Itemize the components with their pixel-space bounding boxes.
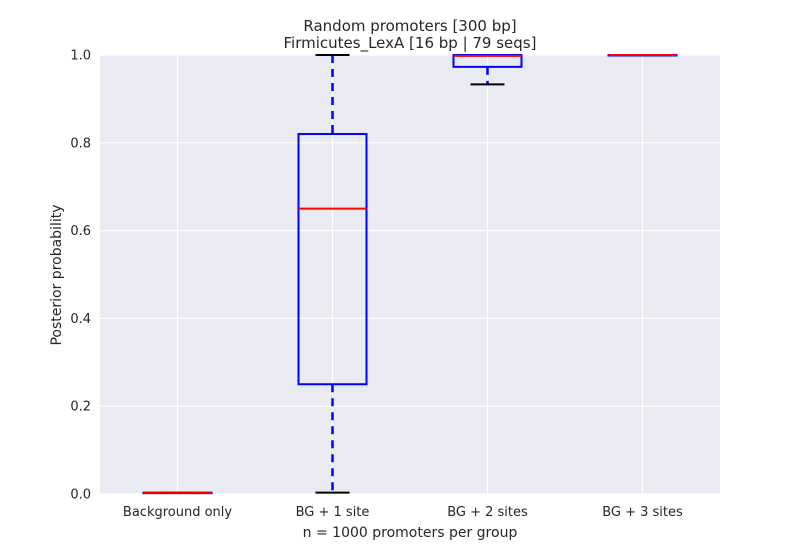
y-tick-label: 0.4 [70, 312, 91, 327]
x-tick-label: BG + 1 site [296, 505, 370, 520]
y-tick-label: 0.6 [70, 224, 91, 239]
y-tick-label: 1.0 [70, 49, 91, 64]
box-group [297, 54, 368, 494]
y-tick-label: 0.2 [70, 400, 91, 415]
box-group [142, 491, 213, 495]
y-axis-label: Posterior probability [49, 204, 65, 345]
x-tick-label: Background only [123, 505, 232, 520]
y-tick-label: 0.8 [70, 136, 91, 151]
box-series [142, 54, 678, 495]
x-axis-label: n = 1000 promoters per group [303, 525, 518, 541]
box-group [452, 54, 523, 86]
x-tick-label: BG + 2 sites [447, 505, 528, 520]
chart-subtitle: Firmicutes_LexA [16 bp | 79 seqs] [284, 34, 537, 53]
iqr-box [297, 133, 368, 386]
x-axis-ticks: Background only BG + 1 site BG + 2 sites BG… [123, 505, 683, 520]
grid-lines [100, 54, 720, 495]
chart-title: Random promoters [300 bp] [303, 17, 516, 35]
plot-area [100, 55, 720, 494]
y-axis-ticks: 0.0 0.2 0.4 0.6 0.8 1.0 [70, 49, 91, 503]
x-tick-label: BG + 3 sites [602, 505, 683, 520]
box-group [607, 54, 678, 57]
y-tick-label: 0.0 [70, 488, 91, 503]
